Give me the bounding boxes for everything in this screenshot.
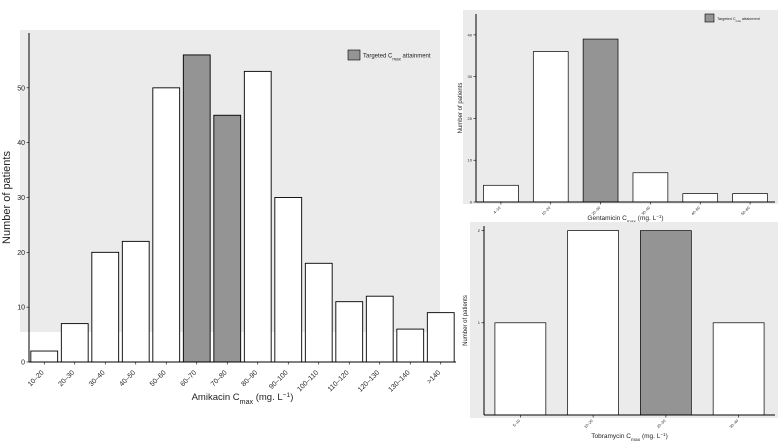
x-tick-label: 30–40: [641, 206, 651, 216]
x-tick-label: 120–130: [357, 369, 381, 393]
x-axis-label-end: ): [661, 215, 663, 222]
x-axis-label-end: ): [290, 392, 293, 403]
bar-4: [712, 322, 765, 416]
x-tick-label: 110–120: [327, 369, 351, 393]
x-axis-label-unit: (mg. L: [253, 392, 283, 403]
x-tick-label: 60–70: [179, 369, 198, 388]
legend-label-end: attainment: [741, 17, 761, 21]
x-tick-label: 30–40: [729, 419, 739, 429]
bar-9: [274, 197, 303, 363]
x-tick-label: 20–30: [656, 419, 666, 429]
x-tick-label: 40–50: [691, 206, 701, 216]
bar-3: [640, 230, 692, 416]
legend-label-end: attainment: [401, 54, 431, 60]
x-axis-label-end: ): [666, 433, 668, 440]
bar-8: [243, 70, 272, 363]
y-tick-label: 20: [468, 116, 473, 121]
legend-label-main: Targeted C: [717, 17, 736, 21]
chart-3: 5–10 10–20 20–30 30–40 1 2 Number of patients T…: [463, 222, 778, 442]
bar-10: [304, 262, 333, 363]
y-axis-label: Number of patients: [1, 151, 13, 244]
bar-6: [732, 193, 768, 203]
x-tick-label: 50–60: [740, 206, 750, 216]
bar-3: [582, 38, 619, 203]
chart-2: 4–10 10–20 20–30 30–40 40–50 50–60 0 10 20 30 40 Nu…: [458, 10, 778, 225]
x-tick-label: 40–50: [118, 369, 137, 388]
x-axis-label-sub: max: [240, 398, 254, 406]
x-tick-label: >140: [426, 369, 442, 385]
x-tick-label: 4–10: [493, 206, 502, 215]
bar-1: [483, 184, 519, 203]
legend-label-sub: max: [736, 19, 742, 23]
x-tick-label: 50–60: [149, 369, 168, 388]
x-tick-label: 5–10: [512, 419, 521, 428]
x-tick-label: 130–140: [387, 369, 411, 393]
y-tick-label: 30: [17, 195, 25, 202]
chart-1: 10–20 20–30 30–40 40–50 50–60 60–70 70–80 80–90…: [1, 30, 456, 406]
x-tick-label: 90–100: [268, 369, 290, 391]
x-tick-label: 20–30: [57, 369, 76, 388]
x-axis-label-sup: −1: [660, 432, 666, 437]
x-axis-label: Amikacin Cmax (mg. L−1): [192, 392, 294, 407]
x-axis-label-main: Amikacin C: [192, 392, 240, 403]
bar-5: [682, 193, 719, 203]
y-tick-label: 2: [478, 228, 481, 233]
x-tick-label: 70–80: [210, 369, 229, 388]
x-axis-label-unit: (mg. L: [636, 215, 657, 222]
y-tick-label: 50: [17, 85, 25, 92]
y-tick-label: 40: [17, 140, 25, 147]
x-tick-label: 10–20: [541, 206, 551, 216]
bar-4: [632, 172, 669, 203]
x-axis-label-unit: (mg. L: [640, 433, 661, 440]
legend-label-sub: max: [392, 56, 401, 61]
x-axis-label-sup: −1: [283, 392, 291, 399]
bar-2: [567, 230, 619, 416]
legend-label-main: Targeted C: [363, 54, 393, 60]
x-tick-label: 10–20: [584, 419, 594, 429]
x-tick-label: 20–30: [591, 206, 601, 216]
x-axis-label-sup: −1: [656, 214, 662, 219]
y-axis-label: Number of patients: [458, 83, 464, 134]
bar-2: [532, 51, 569, 203]
legend-label: Targeted Cmax attainment: [363, 54, 431, 62]
y-tick-label: 40: [468, 32, 473, 37]
x-axis-label: Tobramycin Cmax (mg. L−1): [591, 432, 668, 442]
x-tick-label: 100–110: [296, 369, 320, 393]
bar-11: [335, 301, 364, 363]
x-axis-label-sub: max: [631, 438, 641, 442]
y-tick-label: 0: [470, 199, 473, 204]
y-tick-label: 30: [468, 74, 473, 79]
bar-1: [30, 350, 59, 363]
legend-label: Targeted Cmax attainment: [717, 17, 761, 23]
x-axis-label-main: Gentamicin C: [587, 215, 627, 222]
y-tick-label: 1: [478, 320, 481, 325]
legend-swatch: [347, 49, 361, 61]
y-tick-label: 0: [21, 359, 25, 366]
plot-panel: [463, 10, 778, 204]
bar-2: [60, 323, 89, 363]
x-tick-label: 30–40: [88, 369, 107, 388]
bar-3: [91, 251, 120, 363]
bar-12: [365, 295, 394, 363]
legend: Targeted Cmax attainment: [347, 49, 431, 62]
bar-5: [152, 87, 181, 363]
bar-7: [213, 114, 242, 363]
y-tick-label: 20: [17, 250, 25, 257]
bar-4: [121, 240, 150, 363]
x-tick-label: 80–90: [240, 369, 259, 388]
y-axis-label: Number of patients: [463, 295, 469, 346]
bar-13: [396, 328, 425, 363]
legend-swatch: [704, 13, 715, 23]
bar-1: [494, 322, 547, 416]
x-tick-label: 10–20: [27, 369, 46, 388]
y-tick-label: 10: [17, 305, 25, 312]
legend: Targeted Cmax attainment: [704, 13, 761, 23]
bar-6: [182, 54, 211, 363]
x-axis-label-main: Tobramycin C: [591, 433, 631, 440]
y-tick-label: 10: [468, 158, 473, 163]
bar-14: [426, 312, 455, 363]
